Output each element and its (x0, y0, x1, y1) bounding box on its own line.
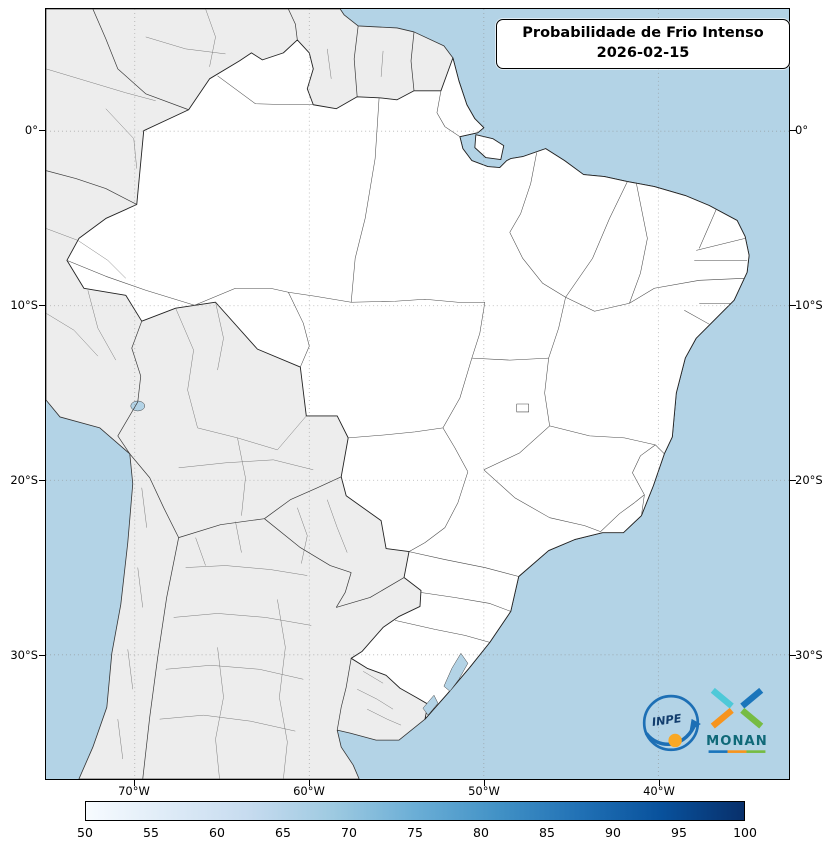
axis-tick (484, 780, 485, 786)
country-borders (46, 9, 415, 779)
monan-logo-arm-green (740, 707, 764, 729)
province-borders (46, 9, 402, 779)
axis-tick (659, 780, 660, 786)
lat-tick-label: 0° (24, 123, 38, 137)
monan-logo-text: MONAN (706, 734, 768, 749)
colorbar-tick-labels: 50 55 60 65 70 75 80 85 90 95 100 (77, 825, 757, 842)
lagoa-mirim (422, 694, 439, 716)
monan-tagline-strip (746, 750, 766, 753)
lat-tick-label: 10°S (10, 298, 38, 312)
lagoa-dos-patos (443, 652, 469, 692)
monan-tagline-strip (727, 750, 747, 753)
axis-tick (309, 780, 310, 786)
axis-tick (134, 780, 135, 786)
axis-tick (39, 130, 45, 131)
map-panel (45, 8, 790, 780)
marajo-island (474, 134, 505, 161)
colorbar-tick-label: 85 (539, 825, 555, 840)
colorbar-tick-label: 95 (671, 825, 687, 840)
inpe-logo-orange-ball (668, 733, 682, 748)
inpe-logo-text: INPE (651, 711, 683, 729)
inpe-logo: INPE (638, 692, 704, 758)
lat-tick-label: 10°S (795, 298, 823, 312)
monan-logo: MONAN (700, 684, 774, 764)
monan-logo-arm-blue (740, 687, 764, 709)
colorbar-tick-label: 55 (143, 825, 159, 840)
lon-tick-label: 40°W (643, 784, 675, 798)
axis-tick (790, 655, 796, 656)
lakes (130, 400, 469, 716)
inpe-logo-arrowhead (689, 718, 701, 732)
colorbar-tick-label: 70 (341, 825, 357, 840)
axis-tick (790, 480, 796, 481)
monan-logo-arm-teal (710, 687, 734, 709)
axis-tick (39, 655, 45, 656)
colorbar-tick-label: 65 (275, 825, 291, 840)
colorbar-tick-label: 50 (77, 825, 93, 840)
map-svg (46, 9, 789, 779)
monan-logo-arm-orange (710, 707, 734, 729)
lat-tick-label: 20°S (795, 473, 823, 487)
lat-tick-label: 20°S (10, 473, 38, 487)
axis-tick (39, 305, 45, 306)
colorbar-tick-label: 60 (209, 825, 225, 840)
monan-tagline-strip (708, 750, 728, 753)
lat-tick-label: 30°S (795, 648, 823, 662)
lat-tick-label: 30°S (10, 648, 38, 662)
title-line1: Probabilidade de Frio Intenso (522, 25, 764, 41)
colorbar-tick-label: 90 (605, 825, 621, 840)
lon-tick-label: 50°W (468, 784, 500, 798)
axis-tick (39, 480, 45, 481)
graticule (46, 9, 789, 779)
colorbar-tick-label: 80 (473, 825, 489, 840)
axis-tick (790, 305, 796, 306)
axis-tick (790, 130, 796, 131)
lon-tick-label: 60°W (293, 784, 325, 798)
lat-tick-label: 0° (795, 123, 809, 137)
state-borders (66, 75, 748, 643)
lon-tick-label: 70°W (118, 784, 150, 798)
brazil-country (66, 39, 750, 720)
colorbar-tick-label: 100 (733, 825, 757, 840)
title-line2: 2026-02-15 (596, 45, 690, 61)
title-box: Probabilidade de Frio Intenso 2026-02-15 (496, 19, 790, 69)
colorbar-tick-label: 75 (407, 825, 423, 840)
colorbar-gradient (85, 801, 745, 821)
